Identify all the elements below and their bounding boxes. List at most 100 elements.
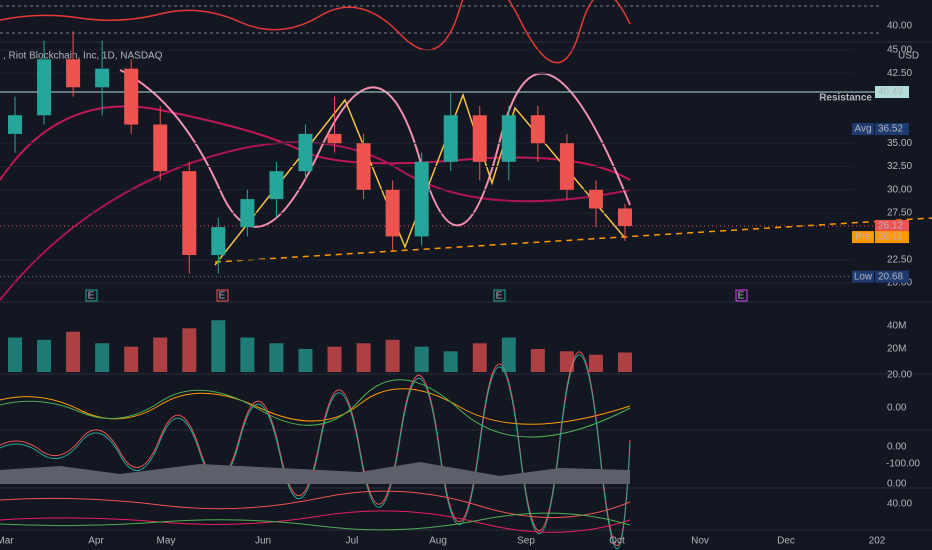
volume-bar [327,346,342,372]
drawings [214,92,932,266]
volume-bar [559,351,574,372]
pane-separators [0,41,932,531]
candle-body [501,115,516,162]
volume-tick-label: 40M [887,321,906,332]
candle-body [559,143,574,190]
candle-body [472,115,487,162]
earnings-marker-box [85,289,98,302]
pane-label: 40.00 [887,499,912,510]
x-tick-label: Sep [517,536,535,547]
price-tag-box [875,219,909,232]
volume-bar [269,343,284,372]
candle-body [588,189,603,209]
price-tag-box [875,270,909,283]
price-tag-name: Low [854,271,873,282]
candle-body [37,59,52,116]
price-tag-name: Avg [854,124,871,135]
x-tick-label: Aug [429,536,447,547]
volume-bar [66,331,81,372]
earnings-marker: E [496,291,503,302]
x-tick-label: Oct [609,536,625,547]
price-tag-box [875,86,909,99]
price-tag-box [875,231,909,244]
volume-bar [124,346,139,372]
y-tick-label: 35.00 [887,138,912,149]
pane-label: 40.00 [887,21,912,32]
currency: USD [898,51,919,62]
candle-body [618,208,632,226]
volume-bar [95,343,110,372]
volume-bar [588,354,603,372]
price-tag-box [875,123,909,136]
candle-body [124,68,139,125]
candle-body [95,68,110,88]
pane-label: 20.00 [887,370,912,381]
volume-bar [153,337,168,372]
volume-tick-label: 20M [887,344,906,355]
volume-bar [182,328,197,372]
earnings-marker: E [219,291,226,302]
volume-bar [501,337,516,372]
price-tag-name-box [852,123,874,136]
candle-body [414,161,429,237]
candle-body [211,227,226,256]
candle-body [8,115,22,134]
x-tick-label: Jun [255,536,271,547]
candle-body [298,133,313,172]
resistance-label: Resistance [819,93,872,104]
pane-label: 0.00 [887,442,907,453]
volume-bar [385,339,400,372]
x-tick-label: Apr [88,536,104,547]
y-tick-label: 27.50 [887,208,912,219]
volume-bar [472,343,487,372]
pane-label: 0.00 [887,403,907,414]
price-tag-value: 26.12 [878,221,903,232]
price-tag-value: 26.11 [878,232,903,243]
candle-body [153,124,168,172]
candle-body [269,171,284,200]
earnings-marker-box [493,289,506,302]
volume-bar [8,337,22,372]
volume-bar [530,349,545,372]
candle-body [66,59,81,88]
volume-bar [211,320,226,372]
symbol-title: , Riot Blockchain, Inc, 1D, NASDAQ [3,51,163,62]
y-tick-label: 22.50 [887,254,912,265]
volume-bar [37,339,52,372]
price-tag-name-box [852,270,874,283]
candle-body [530,115,545,144]
earnings-marker: E [88,291,95,302]
price-tag-value: 40.49 [878,87,903,98]
y-tick-label: 42.50 [887,68,912,79]
x-tick-label: 202 [869,536,886,547]
x-tick-label: Nov [691,536,709,547]
volume-bar [414,346,429,372]
candle-body [240,199,255,228]
price-tag-name: Pre [855,232,871,243]
volume-bar [298,349,313,372]
volume-bar [356,343,371,372]
x-tick-label: Dec [777,536,795,547]
earnings-marker: E [738,291,745,302]
price-tag-value: 36.52 [878,124,903,135]
volume-bar [240,337,255,372]
volume-bar [618,352,632,372]
candle-body [356,143,371,190]
candle-body [443,115,458,162]
y-tick-label: 20.00 [887,278,912,289]
x-tick-label: Mar [0,536,14,547]
candle-body [327,133,342,144]
x-tick-label: May [157,536,176,547]
pane-label: 0.00 [887,479,907,490]
earnings-marker-box [216,289,229,302]
price-tag-name-box [852,231,874,244]
y-tick-label: 32.50 [887,161,912,172]
y-tick-label: 30.00 [887,184,912,195]
x-tick-label: Jul [346,536,359,547]
candle-body [385,189,400,237]
y-tick-label: 45.00 [887,45,912,56]
volume-bar [443,351,458,372]
pane-label: -100.00 [886,459,920,470]
earnings-marker-box [735,289,748,302]
